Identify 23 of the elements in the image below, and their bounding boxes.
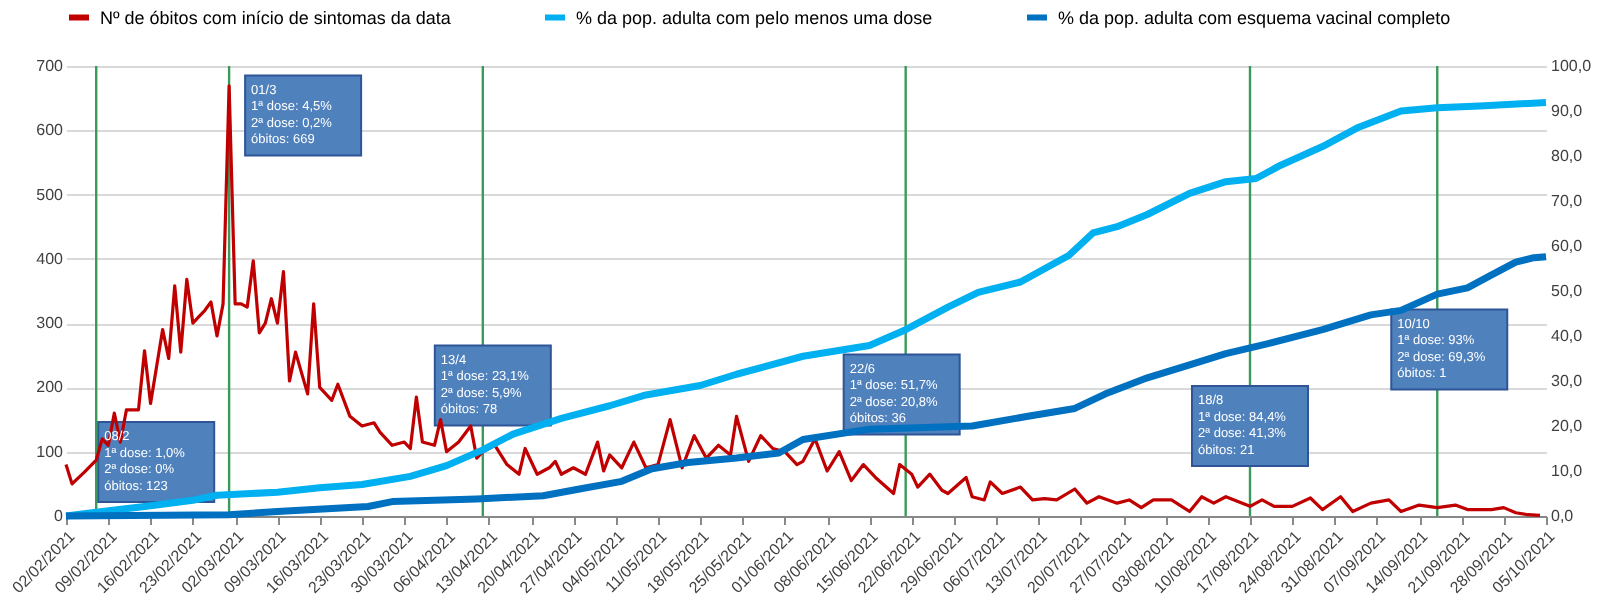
y2-tick-label: 100,0 [1551,57,1593,75]
legend-label: Nº de óbitos com início de sintomas da data [100,7,451,28]
legend-label: % da pop. adulta com esquema vacinal completo [1058,7,1451,28]
y2-tick-label: 60,0 [1551,237,1584,255]
y2-tick-label: 0,0 [1551,507,1575,525]
y-tick-label: 200 [36,378,65,397]
y-tick-label: 300 [36,314,65,333]
y2-tick-label: 50,0 [1551,282,1584,300]
legend-label: % da pop. adulta com pelo menos uma dose [576,7,933,28]
line-series [62,253,1550,520]
y2-tick-label: 10,0 [1551,462,1584,480]
y2-tick-label: 70,0 [1551,192,1584,210]
y2-tick-label: 80,0 [1551,147,1584,165]
y-tick-label: 600 [36,121,65,140]
y2-tick-label: 90,0 [1551,102,1584,120]
y-tick-label: 700 [36,57,65,75]
y2-tick-label: 20,0 [1551,417,1584,435]
y-tick-label: 500 [36,185,65,204]
y-tick-label: 100 [36,442,65,461]
y-tick-label: 400 [36,249,65,268]
y2-tick-label: 30,0 [1551,372,1584,390]
y-tick-label: 0 [54,507,65,525]
y2-tick-label: 40,0 [1551,327,1584,345]
